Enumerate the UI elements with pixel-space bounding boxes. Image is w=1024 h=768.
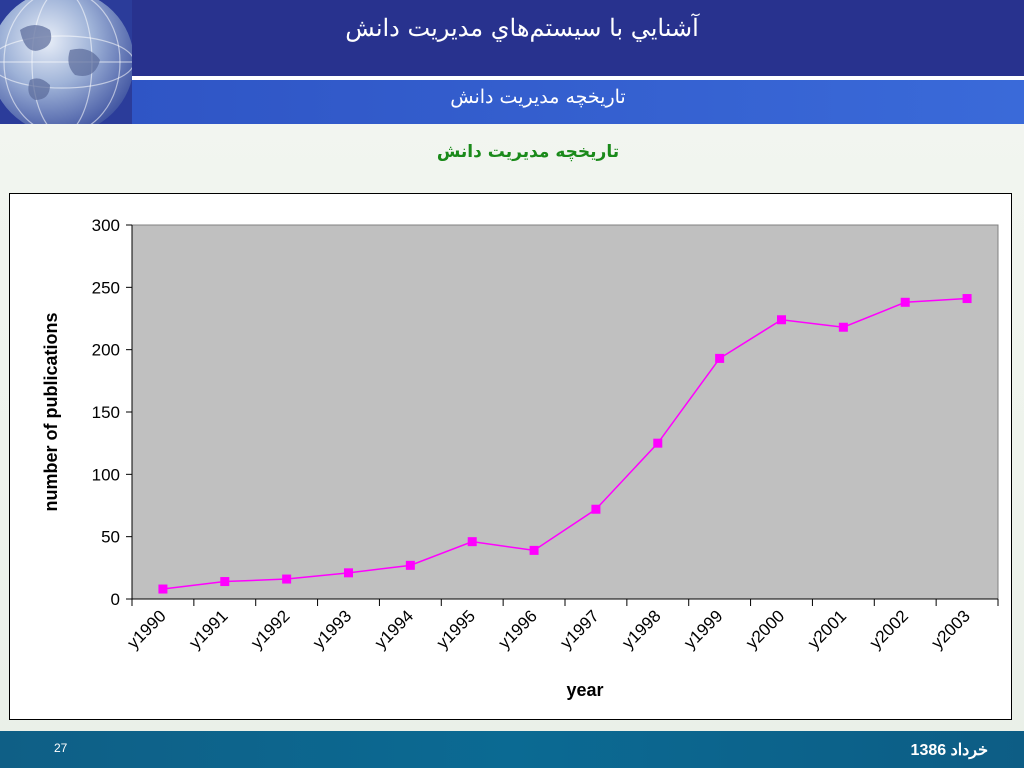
- data-point: [900, 297, 910, 307]
- data-point: [405, 560, 415, 570]
- data-point: [777, 315, 786, 325]
- page-number: 27: [54, 741, 68, 755]
- slide-caption: تاريخچه مديريت دانش: [436, 142, 620, 162]
- data-point: [653, 438, 663, 448]
- header-divider: [132, 76, 1024, 80]
- x-tick-label: y1994: [371, 606, 417, 652]
- x-tick-label: y2001: [804, 606, 850, 652]
- x-tick-label: y1997: [557, 606, 603, 652]
- data-point: [344, 568, 353, 578]
- chart-frame: 0 50 100 150 200 250 300 y1990 y1991 y1992 y1993 y1…: [9, 193, 1012, 720]
- series-line: [162, 297, 968, 590]
- x-tick-label: y1993: [309, 606, 355, 652]
- y-tick-label: 250: [92, 278, 120, 297]
- y-tick-label: 150: [92, 403, 120, 422]
- x-tick-label: y1991: [185, 606, 231, 652]
- data-point: [838, 322, 848, 332]
- subheader-bar: [132, 80, 1024, 124]
- y-tick-label: 300: [92, 216, 120, 235]
- y-tick-label: 100: [92, 465, 120, 484]
- x-tick-label: y2003: [928, 606, 974, 652]
- x-tick-label: y1996: [495, 606, 541, 652]
- data-point: [220, 577, 230, 587]
- x-tick-label: y1992: [247, 606, 293, 652]
- globe-logo: [0, 0, 132, 124]
- footer-bar: [0, 731, 1024, 768]
- line-chart: 0 50 100 150 200 250 300 y1990 y1991 y1992 y1993 y1…: [41, 216, 999, 700]
- y-tick-label: 50: [101, 528, 120, 547]
- footer-date: خرداد 1386: [910, 742, 988, 759]
- x-tick-label: y1998: [618, 606, 664, 652]
- data-point: [962, 294, 972, 304]
- x-tick-label: y1995: [433, 606, 479, 652]
- data-point: [467, 537, 477, 547]
- x-tick-label: y2002: [866, 606, 912, 652]
- plot-area: [131, 224, 999, 600]
- x-tick-label: y1990: [124, 606, 170, 652]
- y-tick-label: 0: [111, 590, 120, 609]
- data-point: [715, 353, 725, 363]
- y-axis-title: number of publications: [41, 312, 61, 511]
- x-tick-label: y2000: [742, 606, 788, 652]
- x-tick-label: y1999: [680, 606, 726, 652]
- y-tick-label: 200: [92, 341, 120, 360]
- data-point: [158, 584, 168, 594]
- data-point: [529, 545, 539, 555]
- header-bar: [0, 0, 1024, 76]
- page-title: آشنايي با سيستم‌هاي مديريت دانش: [345, 14, 699, 42]
- data-point: [282, 574, 292, 584]
- page-subtitle: تاريخچه مديريت دانش: [450, 86, 626, 108]
- x-axis-title: year: [566, 680, 603, 700]
- data-point: [591, 504, 601, 514]
